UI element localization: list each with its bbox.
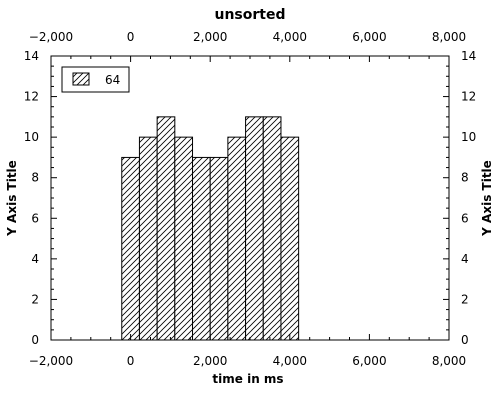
bar [262, 116, 282, 341]
y-tick-label-left: 0 [31, 333, 39, 347]
x-tick-label-bottom: 4,000 [273, 354, 307, 368]
y-tick-label-left: 10 [24, 130, 39, 144]
legend-swatch [72, 72, 90, 86]
bar [209, 156, 229, 341]
y-tick-label-right: 0 [461, 333, 469, 347]
x-tick-label-bottom: 0 [127, 354, 135, 368]
x-tick-label-top: 8,000 [432, 30, 466, 44]
legend: 64 [61, 66, 130, 93]
x-tick-label-top: 4,000 [273, 30, 307, 44]
y-tick-label-right: 8 [461, 171, 469, 185]
bar [192, 156, 211, 341]
legend-label: 64 [105, 73, 120, 87]
bar [280, 136, 300, 341]
x-tick-label-top: 2,000 [193, 30, 227, 44]
bar-group [121, 116, 300, 341]
y-tick-label-left: 12 [24, 90, 39, 104]
x-axis-title: time in ms [212, 372, 283, 386]
bar [174, 136, 194, 341]
y-tick-label-right: 14 [461, 49, 476, 63]
y-tick-label-right: 12 [461, 90, 476, 104]
y-tick-label-right: 4 [461, 252, 469, 266]
x-tick-label-bottom: 6,000 [352, 354, 386, 368]
y-axis-title-left: Y Axis Title [5, 160, 19, 237]
y-tick-label-left: 6 [31, 211, 39, 225]
tick-group: −2,000 −2,000 0 0 2,000 2,000 4,000 4,000 6,000 6… [24, 30, 477, 368]
bar [156, 116, 176, 341]
y-tick-label-right: 6 [461, 211, 469, 225]
x-tick-label-top: 0 [127, 30, 135, 44]
y-tick-label-left: 4 [31, 252, 39, 266]
y-tick-label-right: 2 [461, 292, 469, 306]
bar [245, 116, 264, 341]
x-tick-label-bottom: −2,000 [29, 354, 73, 368]
x-tick-label-bottom: 2,000 [193, 354, 227, 368]
x-tick-label-top: −2,000 [29, 30, 73, 44]
y-tick-label-left: 2 [31, 292, 39, 306]
y-tick-label-left: 14 [24, 49, 39, 63]
y-tick-label-right: 10 [461, 130, 476, 144]
bar [227, 136, 247, 341]
bar [121, 156, 140, 341]
x-tick-label-top: 6,000 [352, 30, 386, 44]
chart-title: unsorted [215, 7, 286, 23]
y-axis-title-right: Y Axis Title [480, 160, 494, 237]
x-tick-label-bottom: 8,000 [432, 354, 466, 368]
bar [138, 136, 158, 341]
y-tick-label-left: 8 [31, 171, 39, 185]
